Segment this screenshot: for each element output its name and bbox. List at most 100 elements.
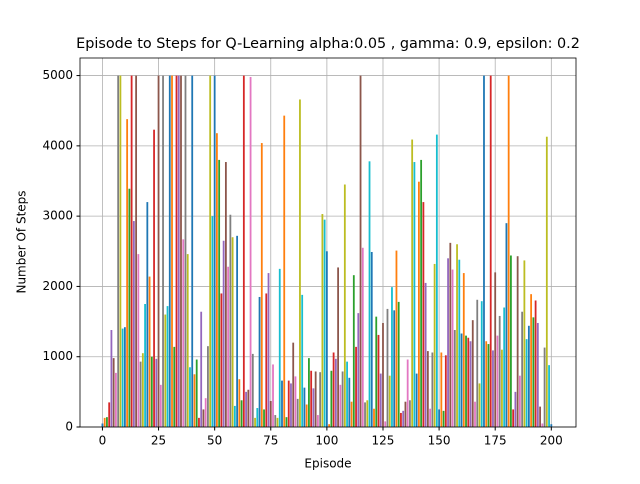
bar [451,269,454,427]
bar [397,301,400,427]
bar [310,370,313,427]
bar [162,75,164,428]
bar [377,334,380,427]
bar [171,75,173,428]
bar [272,364,274,427]
bar [492,350,494,427]
bar [276,417,279,427]
x-axis-label: Episode [304,457,351,471]
bar [485,341,488,427]
chart-title: Episode to Steps for Q-Learning alpha:0.… [76,36,580,52]
bar [359,75,362,428]
bar [357,313,360,427]
bar [258,296,261,427]
bar [476,299,479,427]
bar [409,400,411,427]
bar [267,273,270,427]
bar [137,254,140,427]
bar [231,237,234,427]
bar [429,408,432,427]
bar [240,400,243,427]
bar [135,75,138,428]
bar [132,221,135,427]
bar [420,159,423,427]
bar [254,417,256,427]
bar [260,143,263,427]
bar [364,402,366,427]
bar [195,359,198,427]
bar [449,242,452,427]
x-tick-label: 150 [428,434,451,448]
bar [548,365,550,427]
bar [296,398,299,427]
bar [505,223,508,427]
bar [460,333,463,427]
x-tick-label: 75 [263,434,278,448]
bar [112,358,115,427]
bar [480,301,483,427]
bar [523,260,526,427]
bar [150,356,153,427]
bar [305,404,308,427]
bar [518,375,521,427]
bar [200,311,203,427]
bar [366,400,369,427]
bar [424,282,427,427]
bar [166,306,169,427]
y-tick-label: 4000 [42,138,73,152]
bar [368,161,371,427]
bar [281,380,283,427]
bar [328,424,331,427]
bar [117,75,120,428]
bar [334,358,337,427]
bar [224,162,227,427]
bar [247,389,250,427]
bar [218,159,221,427]
bar [155,358,158,427]
bar [402,410,405,427]
bar [469,341,472,427]
bar [319,372,322,427]
bar [198,417,200,427]
bar [444,355,447,427]
bar [404,401,407,427]
bar [525,339,528,427]
bar [153,129,155,428]
bar [256,408,259,427]
bar [413,162,416,427]
bar [229,214,232,427]
bar [339,384,342,427]
bar [144,304,146,427]
bar [422,202,425,427]
bar [308,358,310,427]
bar [417,181,420,427]
bar [487,344,490,427]
bar [440,352,443,427]
bar [346,361,348,427]
bar [103,417,106,427]
bar [227,266,230,427]
x-tick-label: 175 [484,434,507,448]
bar [146,202,149,427]
bar [516,256,519,427]
bar [175,75,178,428]
bar [269,400,272,427]
bar [373,408,375,427]
bar [294,376,297,427]
bar [128,188,131,427]
bar [543,347,546,427]
bar [375,316,378,427]
bar [406,359,409,427]
bar [312,388,315,427]
bar [213,75,216,428]
bar [510,255,512,427]
bar [536,322,539,427]
bar [458,259,461,427]
bar [222,240,225,427]
bar [494,272,497,427]
bar [355,346,357,427]
bar [411,139,414,427]
y-tick-label: 2000 [42,279,73,293]
bar [317,415,319,427]
bar [323,219,326,427]
